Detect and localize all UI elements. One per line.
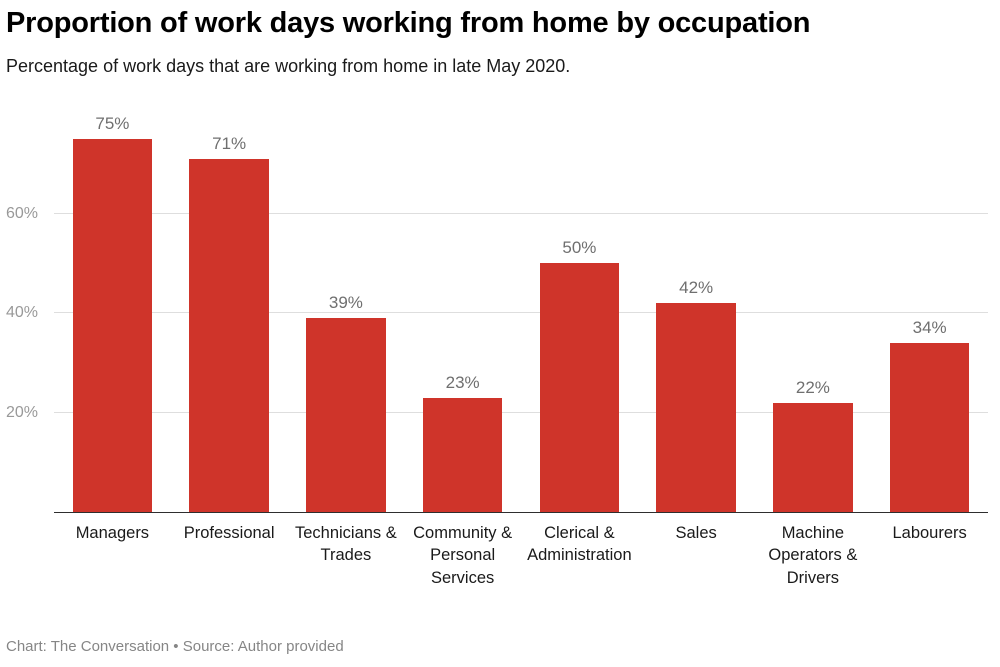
y-tick-label: 40% — [6, 304, 39, 322]
bar-column: 34% — [871, 94, 988, 513]
bar — [72, 138, 153, 513]
bar-value-label: 39% — [328, 293, 363, 313]
category-label: Managers — [75, 524, 150, 543]
x-axis-labels: Managers Professional Technicians & Trades… — [54, 513, 988, 589]
bar-column: 39% — [288, 94, 405, 513]
category-label: Labourers — [892, 524, 967, 543]
category-label: Sales — [675, 524, 717, 543]
bar-value-label: 71% — [212, 133, 247, 153]
category-label: Technicians & Trades — [294, 524, 397, 565]
category-label: Clerical & Administration — [527, 524, 632, 565]
bar — [656, 303, 736, 513]
plot-area: 20% 40% 60% 75% 71% 39% 23% 50% 42% 22% 34% — [6, 94, 988, 514]
bar-column: 75% — [54, 94, 171, 513]
bar-value-label: 75% — [95, 113, 130, 133]
category-label: Professional — [183, 524, 275, 543]
bar-value-label: 50% — [562, 238, 597, 258]
bars-container: 75% 71% 39% 23% 50% 42% 22% 34% — [54, 94, 988, 513]
bar-column: 23% — [404, 94, 521, 513]
bar-column: 50% — [521, 94, 638, 513]
bar-chart: 20% 40% 60% 75% 71% 39% 23% 50% 42% 22% 34% Manage… — [6, 94, 992, 589]
bar — [773, 402, 853, 513]
bar — [189, 158, 269, 513]
gridline — [54, 312, 988, 314]
category-label: Community & Personal Services — [413, 524, 513, 587]
chart-credit: Chart: The Conversation • Source: Author… — [6, 638, 344, 655]
bar — [306, 318, 386, 513]
bar-value-label: 22% — [795, 377, 830, 397]
y-tick-label: 20% — [6, 403, 39, 421]
gridline — [54, 411, 988, 413]
bar — [539, 263, 620, 513]
bar-column: 22% — [755, 94, 872, 513]
chart-subtitle: Percentage of work days that are working… — [6, 55, 571, 76]
gridline — [54, 212, 988, 214]
category-label: Machine Operators & Drivers — [768, 524, 858, 587]
bar-value-label: 23% — [445, 372, 480, 392]
chart-title: Proportion of work days working from hom… — [6, 7, 811, 39]
bar-column: 42% — [638, 94, 755, 513]
bar-column: 71% — [171, 94, 288, 513]
bar-value-label: 42% — [679, 278, 714, 298]
bar — [422, 397, 503, 513]
y-tick-label: 60% — [6, 204, 39, 222]
bar-value-label: 34% — [912, 318, 947, 337]
bar — [889, 343, 970, 513]
